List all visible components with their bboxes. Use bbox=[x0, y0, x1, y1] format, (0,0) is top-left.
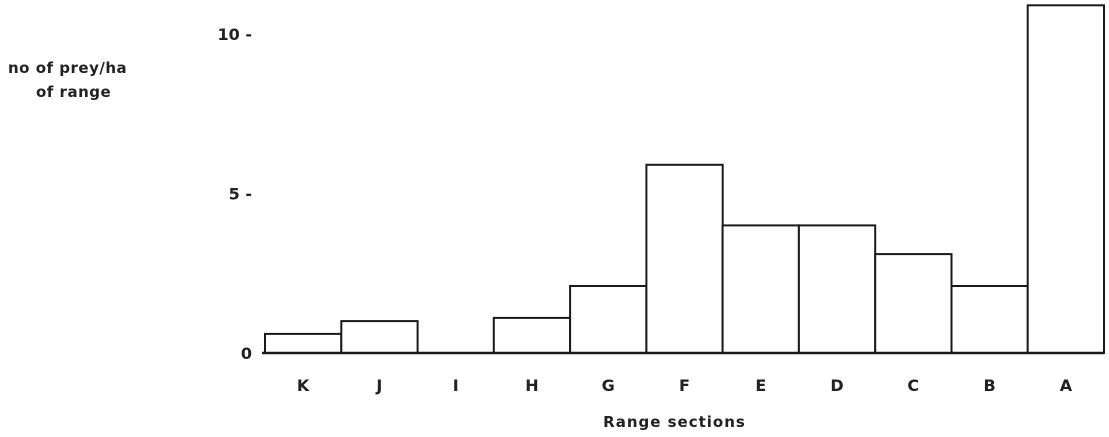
y-tick-label-10: 10 - bbox=[218, 25, 252, 44]
x-tick-label-b: B bbox=[983, 376, 995, 395]
x-tick-label-g: G bbox=[602, 376, 615, 395]
bar-d bbox=[797, 224, 877, 354]
x-tick-label-i: I bbox=[453, 376, 459, 395]
bar-h bbox=[492, 316, 572, 354]
x-tick-label-j: J bbox=[375, 376, 382, 395]
x-tick-label-a: A bbox=[1060, 376, 1073, 395]
x-tick-label-f: F bbox=[679, 376, 690, 395]
bar-f bbox=[645, 163, 724, 354]
x-tick-label-k: K bbox=[297, 376, 310, 395]
x-tick-label-d: D bbox=[830, 376, 843, 395]
y-axis-label-line-2: of range bbox=[36, 83, 112, 101]
bar-c bbox=[874, 253, 953, 355]
bar-k bbox=[264, 332, 343, 354]
bar-b bbox=[950, 285, 1029, 354]
x-tick-label-h: H bbox=[525, 376, 538, 395]
bar-g bbox=[569, 285, 648, 354]
y-tick-label-5: 5 - bbox=[229, 185, 252, 204]
bar-e bbox=[721, 224, 800, 354]
y-tick-label-0: 0 bbox=[241, 344, 252, 363]
x-tick-label-e: E bbox=[755, 376, 766, 395]
x-axis-label: Range sections bbox=[603, 413, 746, 431]
x-tick-label-c: C bbox=[907, 376, 919, 395]
y-axis-label: no of prey/ha of range bbox=[2, 56, 187, 104]
y-axis-label-line-1: no of prey/ha bbox=[8, 59, 128, 77]
bar-a bbox=[1026, 4, 1105, 355]
bar-j bbox=[340, 320, 419, 355]
